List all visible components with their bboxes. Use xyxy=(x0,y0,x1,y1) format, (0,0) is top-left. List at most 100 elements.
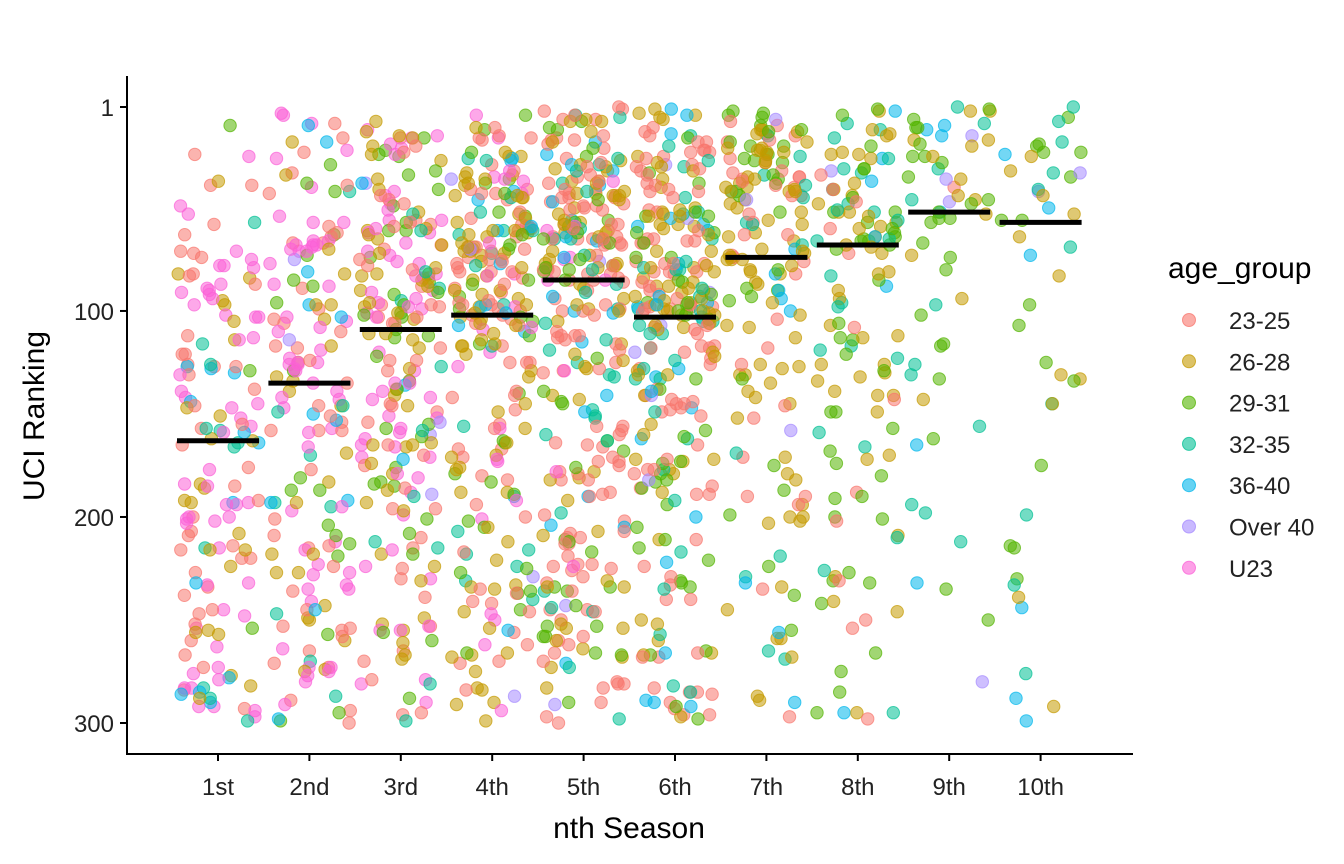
data-point xyxy=(466,594,480,609)
data-point xyxy=(737,151,752,166)
data-point xyxy=(694,409,708,423)
data-point xyxy=(173,199,188,213)
data-point xyxy=(761,341,775,355)
data-point xyxy=(674,401,688,415)
data-point xyxy=(557,217,571,232)
data-point xyxy=(612,712,626,726)
data-point xyxy=(827,131,842,145)
data-point xyxy=(355,269,369,283)
data-point xyxy=(643,261,658,275)
data-point xyxy=(890,351,905,365)
data-point xyxy=(282,333,296,347)
data-point xyxy=(847,320,862,335)
data-point xyxy=(554,617,568,631)
data-point xyxy=(396,636,410,650)
data-point xyxy=(1019,666,1033,681)
data-point xyxy=(548,162,562,176)
data-point xyxy=(814,357,828,372)
data-point xyxy=(635,650,650,664)
data-point xyxy=(684,699,698,714)
data-point xyxy=(735,174,750,188)
data-point xyxy=(771,263,785,277)
data-point xyxy=(357,654,371,668)
data-point xyxy=(683,685,698,699)
data-point xyxy=(767,458,781,473)
data-point xyxy=(913,137,927,151)
data-point xyxy=(355,176,369,190)
data-point xyxy=(814,596,829,611)
data-point xyxy=(837,706,851,720)
data-point xyxy=(244,679,258,693)
data-point xyxy=(492,654,506,668)
data-point xyxy=(1042,201,1056,215)
data-point xyxy=(668,353,682,368)
data-point xyxy=(681,296,695,310)
data-point xyxy=(1034,458,1049,473)
data-point xyxy=(379,421,393,436)
data-point xyxy=(721,141,735,155)
data-point xyxy=(225,401,239,415)
data-point xyxy=(417,448,431,462)
data-point xyxy=(551,716,566,730)
data-point xyxy=(637,236,651,250)
data-point xyxy=(788,695,802,710)
data-point xyxy=(454,485,468,499)
data-point xyxy=(861,712,875,726)
data-point xyxy=(684,592,698,607)
data-point xyxy=(252,310,266,324)
data-point xyxy=(178,648,192,662)
data-point xyxy=(756,106,771,120)
data-point xyxy=(340,178,354,193)
data-point xyxy=(813,343,827,357)
data-point xyxy=(544,518,558,532)
data-point xyxy=(573,252,587,267)
data-point xyxy=(1052,114,1066,129)
data-point xyxy=(943,250,957,265)
data-point xyxy=(860,452,874,466)
data-point xyxy=(536,232,551,246)
data-point xyxy=(520,638,535,652)
data-point xyxy=(518,108,533,122)
data-point xyxy=(1074,145,1088,160)
data-point xyxy=(658,532,672,547)
data-point xyxy=(289,364,303,378)
data-point xyxy=(963,104,978,118)
data-point xyxy=(639,151,653,166)
data-point xyxy=(396,504,411,518)
data-point xyxy=(398,481,412,495)
data-point xyxy=(585,545,599,559)
data-point xyxy=(175,347,189,361)
data-point xyxy=(375,384,390,398)
data-point xyxy=(877,364,891,378)
data-point xyxy=(371,172,385,186)
data-point xyxy=(207,217,221,232)
data-point xyxy=(549,633,563,648)
data-point xyxy=(272,209,287,223)
data-point xyxy=(487,582,502,596)
data-point xyxy=(491,405,505,419)
data-point xyxy=(380,483,395,497)
data-point xyxy=(372,246,387,261)
data-point xyxy=(240,714,255,728)
data-point xyxy=(932,372,946,386)
data-point xyxy=(177,588,192,602)
data-point xyxy=(719,180,733,195)
data-point xyxy=(334,324,348,339)
data-point xyxy=(890,530,904,545)
data-point xyxy=(385,399,399,413)
legend-label: 29-31 xyxy=(1229,391,1290,418)
legend-label: Over 40 xyxy=(1229,515,1314,542)
x-tick-label: 3rd xyxy=(383,774,418,801)
data-point xyxy=(287,273,301,287)
data-point xyxy=(280,310,294,324)
data-point xyxy=(810,374,825,388)
data-point xyxy=(849,195,863,209)
data-point xyxy=(650,617,665,631)
data-point xyxy=(376,625,390,640)
data-point xyxy=(647,681,661,695)
data-point xyxy=(322,242,336,256)
data-point xyxy=(612,454,626,469)
data-point xyxy=(174,244,188,258)
data-point xyxy=(503,164,517,178)
data-point xyxy=(337,267,352,281)
